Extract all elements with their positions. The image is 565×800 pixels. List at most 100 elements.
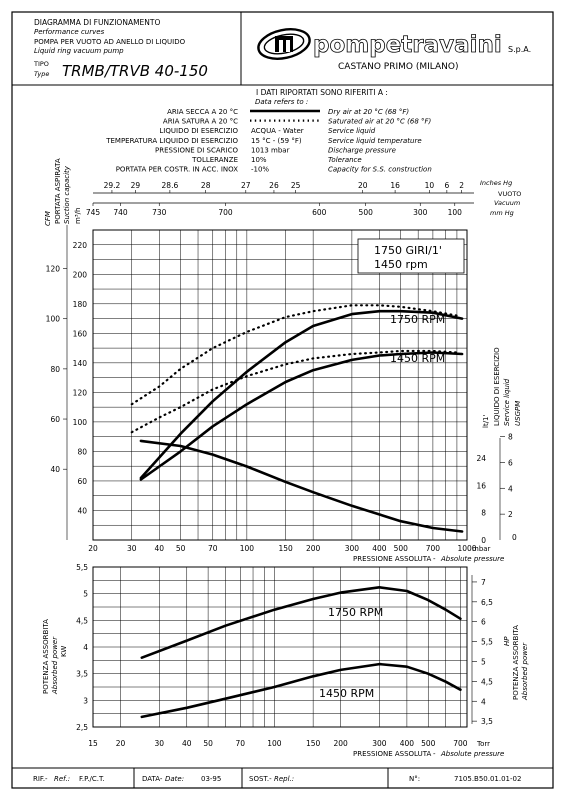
power-x-label-en: Absolute pressure xyxy=(440,750,504,758)
cfm-tick-label: 100 xyxy=(46,315,61,324)
power-x-tick-label: 20 xyxy=(116,739,126,748)
capacity-m3h-tick-label: 80 xyxy=(77,447,87,456)
capacity-x-tick-label: 50 xyxy=(176,544,186,553)
subtitle-italian: POMPA PER VUOTO AD ANELLO DI LIQUIDO xyxy=(34,38,186,46)
power-kw-tick-label: 5 xyxy=(83,590,88,599)
capacity-x-tick-label: 700 xyxy=(426,544,441,553)
condition-label-it: PRESSIONE DI SCARICO xyxy=(155,146,238,154)
title-english: Performance curves xyxy=(34,28,105,36)
condition-label-en: Saturated air at 20 °C (68 °F) xyxy=(328,118,432,126)
rpm-legend-line-1: 1750 GIRI/1' xyxy=(374,244,442,257)
usgpm-tick-label: 4 xyxy=(508,484,513,493)
hp-tick-label: 5 xyxy=(481,657,486,666)
hp-tick-label: 5,5 xyxy=(481,638,493,647)
curve-label-1450: 1450 RPM xyxy=(390,352,445,365)
usgpm-unit-label: USGPM xyxy=(514,401,522,426)
condition-value: 1013 mbar xyxy=(251,146,290,154)
power-right-label-it: POTENZA ASSORBITA xyxy=(512,625,520,700)
capacity-curve-1750-rpm-solid xyxy=(139,309,464,480)
power-x-tick-label: 30 xyxy=(154,739,164,748)
model-name: TRMB/TRVB 40-150 xyxy=(62,62,208,80)
capacity-m3h-tick-label: 60 xyxy=(77,477,87,486)
power-kw-unit-label: KW xyxy=(60,646,68,657)
inhg-tick-label: 26 xyxy=(269,181,279,190)
lt-tick-label: 8 xyxy=(481,509,486,518)
capacity-x-tick-label: 400 xyxy=(372,544,387,553)
inhg-tick-label: 16 xyxy=(390,181,400,190)
capacity-x-tick-label: 500 xyxy=(394,544,409,553)
condition-label-it: ARIA SECCA A 20 °C xyxy=(167,108,238,116)
rpm-legend-line-2: 1450 rpm xyxy=(374,258,428,271)
footer-repl-label-english: Repl.: xyxy=(274,775,294,783)
power-plot-frame xyxy=(92,566,468,728)
footer-number-label: N°: xyxy=(409,775,420,783)
capacity-y-label-it: PORTATA ASPIRATA xyxy=(54,158,62,224)
mmhg-tick-label: 300 xyxy=(413,208,428,217)
power-x-tick-label: 150 xyxy=(306,739,321,748)
capacity-x-tick-label: 1000 xyxy=(457,544,476,553)
capacity-curve-service-liquid-solid xyxy=(139,439,464,533)
capacity-m3h-tick-label: 220 xyxy=(73,241,88,250)
capacity-x-unit: mbar xyxy=(472,545,491,553)
lt-tick-label: 0 xyxy=(481,536,486,545)
capacity-m3h-tick-label: 140 xyxy=(73,359,88,368)
power-x-tick-label: 40 xyxy=(182,739,192,748)
power-x-tick-label: 700 xyxy=(453,739,468,748)
inhg-tick-label: 10 xyxy=(425,181,435,190)
capacity-m3h-tick-label: 160 xyxy=(73,329,88,338)
condition-label-en: Tolerance xyxy=(328,156,362,164)
type-label-english: Type xyxy=(34,70,49,78)
condition-label-it: TOLLERANZE xyxy=(191,156,238,164)
company-logo-icon xyxy=(257,28,311,60)
power-x-tick-label: 100 xyxy=(267,739,282,748)
mmhg-tick-label: 700 xyxy=(218,208,233,217)
capacity-m3h-tick-label: 120 xyxy=(73,388,88,397)
mmhg-tick-label: 100 xyxy=(448,208,463,217)
liquid-label-en: Service liquid xyxy=(503,378,511,426)
capacity-chart: 20 30 40 50 70 100 150 200 300 400 500 700 1000mbarP… xyxy=(44,158,522,563)
rpm-legend-box xyxy=(357,238,465,274)
condition-label-en: Service liquid xyxy=(328,127,376,135)
capacity-x-label-en: Absolute pressure xyxy=(440,555,504,563)
capacity-x-tick-label: 20 xyxy=(88,544,98,553)
capacity-m3h-tick-label: 180 xyxy=(73,300,88,309)
capacity-m3h-tick-label: 40 xyxy=(77,506,87,515)
liquid-label-it: LIQUIDO DI ESERCIZIO xyxy=(493,347,501,426)
power-x-tick-label: 70 xyxy=(235,739,245,748)
condition-label-en: Dry air at 20 °C (68 °F) xyxy=(328,108,409,116)
inhg-tick-label: 29.2 xyxy=(104,181,121,190)
cfm-tick-label: 40 xyxy=(50,465,60,474)
power-label-1750: 1750 RPM xyxy=(328,606,383,619)
vacuum-axes: 29.2 29 28.6 28 27 26 25 20 16 10 6 2 745 740 730 700 60… xyxy=(86,179,522,217)
capacity-m3h-tick-label: 100 xyxy=(73,418,88,427)
capacity-x-tick-label: 40 xyxy=(154,544,164,553)
condition-value: 15 °C - (59 °F) xyxy=(251,137,302,145)
inhg-unit-label: Inches Hg xyxy=(480,179,512,187)
lt-tick-label: 16 xyxy=(476,481,486,490)
mmhg-tick-label: 745 xyxy=(86,208,101,217)
power-curve-1750-rpm xyxy=(140,586,462,659)
condition-label-en: Service liquid temperature xyxy=(328,137,422,145)
inhg-tick-label: 6 xyxy=(444,181,449,190)
capacity-plot-frame xyxy=(92,229,468,541)
condition-label-it: TEMPERATURA LIQUIDO DI ESERCIZIO xyxy=(105,137,238,145)
usgpm-tick-label: 8 xyxy=(508,433,513,442)
capacity-x-tick-label: 200 xyxy=(306,544,321,553)
inhg-tick-label: 28.6 xyxy=(162,181,179,190)
power-right-label-en: Absorbed power xyxy=(521,642,529,701)
vacuum-label-en: Vacuum xyxy=(494,199,520,207)
power-chart: 15 20 30 40 50 70 100 150 200 300 400 500 700 Torr PRE… xyxy=(42,563,529,758)
mmhg-tick-label: 600 xyxy=(312,208,327,217)
condition-label-it: ARIA SATURA A 20 °C xyxy=(163,118,238,126)
power-curve-1450-rpm xyxy=(140,662,462,719)
power-x-tick-label: 200 xyxy=(333,739,348,748)
usgpm-tick-label: 2 xyxy=(508,510,513,519)
cfm-unit-label: CFM xyxy=(44,211,52,226)
m3h-unit-label: m³/h xyxy=(74,208,82,224)
condition-value: 10% xyxy=(251,156,267,164)
hp-tick-label: 3,5 xyxy=(481,717,493,726)
hp-tick-label: 6,5 xyxy=(481,598,493,607)
vacuum-label-it: VUOTO xyxy=(498,190,521,198)
power-x-label-it: PRESSIONE ASSOLUTA xyxy=(353,750,431,758)
